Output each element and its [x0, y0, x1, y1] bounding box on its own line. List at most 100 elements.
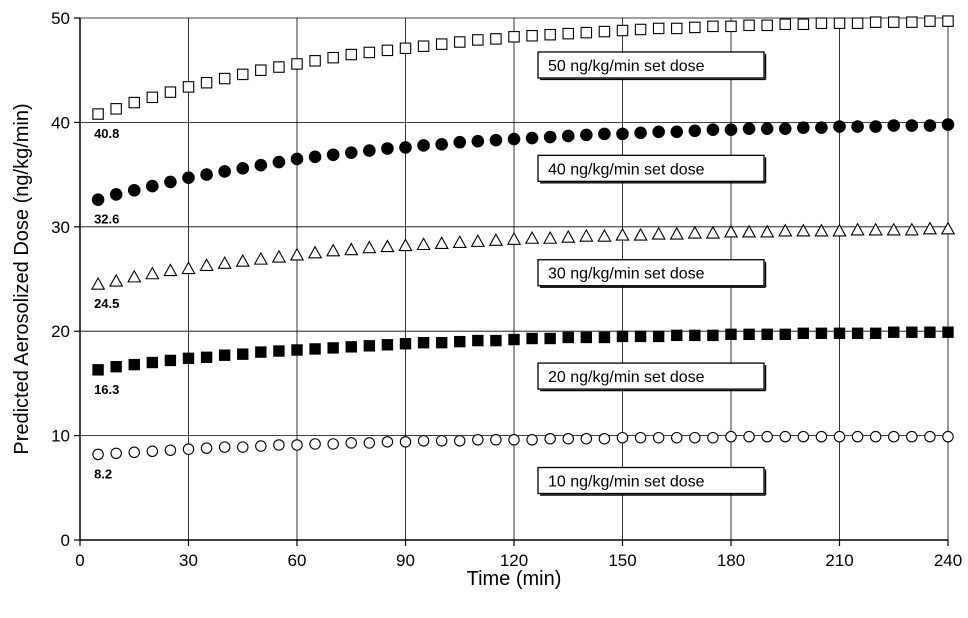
data-point	[255, 64, 267, 76]
data-point	[723, 224, 739, 238]
data-point	[761, 328, 773, 341]
data-point	[508, 434, 520, 446]
data-point	[363, 340, 376, 352]
x-tick-label: 0	[75, 551, 84, 570]
data-point	[273, 345, 285, 357]
data-point	[164, 86, 177, 98]
series-label-box: 40 ng/kg/min set dose	[537, 154, 767, 184]
data-point	[109, 188, 123, 201]
data-point	[381, 142, 394, 155]
data-point	[670, 22, 683, 35]
data-point	[291, 58, 303, 70]
data-point	[725, 20, 737, 33]
data-point	[145, 266, 160, 280]
data-point	[309, 343, 321, 355]
data-point	[164, 354, 177, 367]
data-point	[941, 118, 955, 131]
data-point	[761, 430, 773, 443]
data-point	[689, 329, 701, 342]
series-label-frame	[537, 51, 765, 79]
series-label-frame	[537, 154, 765, 182]
data-point	[417, 139, 430, 152]
data-point	[580, 26, 593, 39]
data-point	[598, 331, 611, 344]
data-point	[707, 431, 719, 444]
data-point	[687, 225, 702, 239]
data-point	[743, 430, 755, 443]
data-point	[146, 91, 159, 104]
series-label-box: 10 ng/kg/min set dose	[537, 466, 767, 496]
data-point	[689, 431, 701, 444]
data-point	[146, 445, 159, 458]
data-point	[218, 349, 231, 361]
data-point	[869, 16, 882, 28]
series-label-text: 30 ng/kg/min set dose	[548, 266, 705, 283]
data-point	[307, 245, 323, 259]
data-point	[544, 432, 556, 445]
data-point	[237, 68, 249, 81]
data-point	[741, 224, 757, 238]
data-point	[779, 430, 791, 443]
data-point	[237, 348, 249, 360]
data-point	[273, 61, 285, 73]
data-point	[850, 222, 865, 236]
data-point	[490, 334, 502, 347]
series-label-frame	[537, 466, 765, 495]
data-point	[670, 125, 684, 139]
data-point	[725, 430, 737, 443]
data-point	[200, 442, 213, 454]
series-label-text: 40 ng/kg/min set dose	[548, 161, 705, 178]
data-point	[254, 158, 268, 172]
data-point	[616, 431, 629, 444]
y-tick-label: 20	[51, 322, 70, 341]
data-point	[416, 237, 431, 251]
data-point	[869, 327, 882, 339]
data-series	[90, 15, 956, 461]
data-point	[273, 439, 285, 451]
data-point	[634, 330, 647, 343]
series-label-frame	[537, 362, 765, 390]
data-point	[508, 333, 520, 346]
data-point	[472, 434, 484, 446]
data-point	[544, 332, 556, 345]
data-point	[146, 356, 159, 369]
x-tick-label: 150	[608, 551, 636, 570]
data-point	[218, 72, 231, 85]
series-label-text: 50 ng/kg/min set dose	[548, 58, 705, 75]
data-point	[128, 96, 141, 109]
data-point	[869, 120, 882, 133]
data-point	[705, 225, 721, 239]
data-point	[924, 15, 936, 27]
data-point	[345, 48, 357, 61]
series-labels: 40.8 32.6 24.5 16.3 8.2 50 ng/kg/min set dose…	[94, 51, 767, 496]
series-label-frame	[537, 259, 765, 287]
data-point	[218, 441, 231, 453]
data-point	[651, 226, 666, 240]
data-point	[181, 261, 196, 275]
data-point	[200, 76, 213, 89]
data-point	[815, 327, 828, 339]
series-label-box: 30 ng/kg/min set dose	[537, 259, 767, 288]
x-tick-label: 210	[825, 551, 853, 570]
data-point	[236, 162, 250, 175]
data-point	[199, 258, 214, 271]
data-point	[669, 226, 684, 240]
data-point	[815, 121, 828, 134]
data-point	[399, 141, 412, 154]
data-point	[797, 327, 810, 339]
data-point	[163, 263, 178, 277]
start-value-label: 40.8	[94, 126, 119, 141]
data-point	[833, 17, 846, 29]
data-point	[833, 120, 846, 133]
data-point	[942, 430, 954, 443]
data-point	[761, 19, 773, 32]
data-point	[906, 16, 918, 28]
data-point	[164, 444, 177, 456]
data-point	[435, 336, 448, 349]
axes: 0 30 60 90 120 150 180 210 240 0 10 20 30 40 50	[51, 9, 962, 570]
data-point	[526, 434, 538, 446]
y-tick-label: 0	[61, 531, 70, 550]
x-tick-label: 90	[396, 551, 415, 570]
data-point	[922, 221, 938, 235]
